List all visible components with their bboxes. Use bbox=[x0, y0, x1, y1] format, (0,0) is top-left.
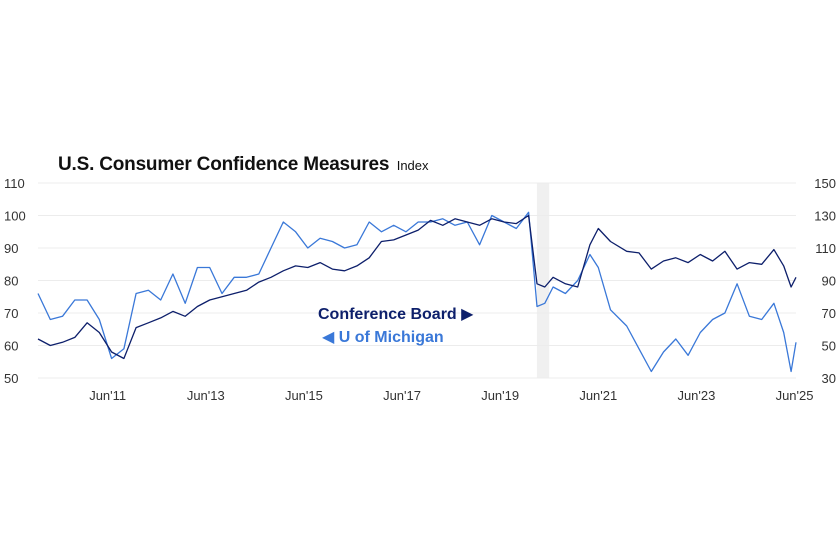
x-tick-label: Jun'15 bbox=[285, 388, 323, 403]
gridline-layer bbox=[38, 182, 796, 379]
y-left-tick-label: 100 bbox=[4, 209, 26, 224]
x-tick-label: Jun'23 bbox=[677, 388, 715, 403]
y-left-tick-label: 50 bbox=[4, 371, 18, 386]
x-tick-label: Jun'13 bbox=[187, 388, 225, 403]
y-right-tick-label: 130 bbox=[814, 209, 836, 224]
y-right-tick-label: 110 bbox=[815, 241, 836, 256]
y-left-tick-label: 90 bbox=[4, 241, 18, 256]
y-left-tick-label: 80 bbox=[4, 274, 18, 289]
legend-u-of-michigan: ◀ U of Michigan bbox=[322, 329, 444, 346]
x-tick-label: Jun'11 bbox=[89, 388, 126, 403]
x-tick-label: Jun'19 bbox=[481, 388, 519, 403]
chart-title: U.S. Consumer Confidence Measures bbox=[58, 154, 390, 175]
y-left-tick-label: 110 bbox=[4, 176, 25, 191]
chart-title-row: U.S. Consumer Confidence Measures Index bbox=[58, 154, 429, 176]
x-tick-label: Jun'25 bbox=[776, 388, 814, 403]
chart-subtitle: Index bbox=[396, 158, 429, 173]
x-tick-label: Jun'17 bbox=[383, 388, 421, 403]
y-left-tick-label: 60 bbox=[4, 339, 18, 354]
legend-conference-board: Conference Board ▶ bbox=[318, 306, 474, 323]
y-right-tick-label: 150 bbox=[814, 176, 836, 191]
series-line-conference-board bbox=[37, 214, 797, 360]
series-layer bbox=[37, 211, 797, 373]
y-right-tick-label: 50 bbox=[822, 339, 836, 354]
tick-label-layer: 110 100 90 80 70 60 50 150 130 110 90 70 50 30 Jun'11 J… bbox=[4, 176, 836, 403]
y-right-tick-label: 70 bbox=[822, 306, 836, 321]
x-tick-label: Jun'21 bbox=[579, 388, 617, 403]
series-line-u-of-michigan bbox=[37, 211, 797, 373]
y-right-tick-label: 30 bbox=[822, 371, 836, 386]
y-right-tick-label: 90 bbox=[822, 274, 836, 289]
y-left-tick-label: 70 bbox=[4, 306, 18, 321]
